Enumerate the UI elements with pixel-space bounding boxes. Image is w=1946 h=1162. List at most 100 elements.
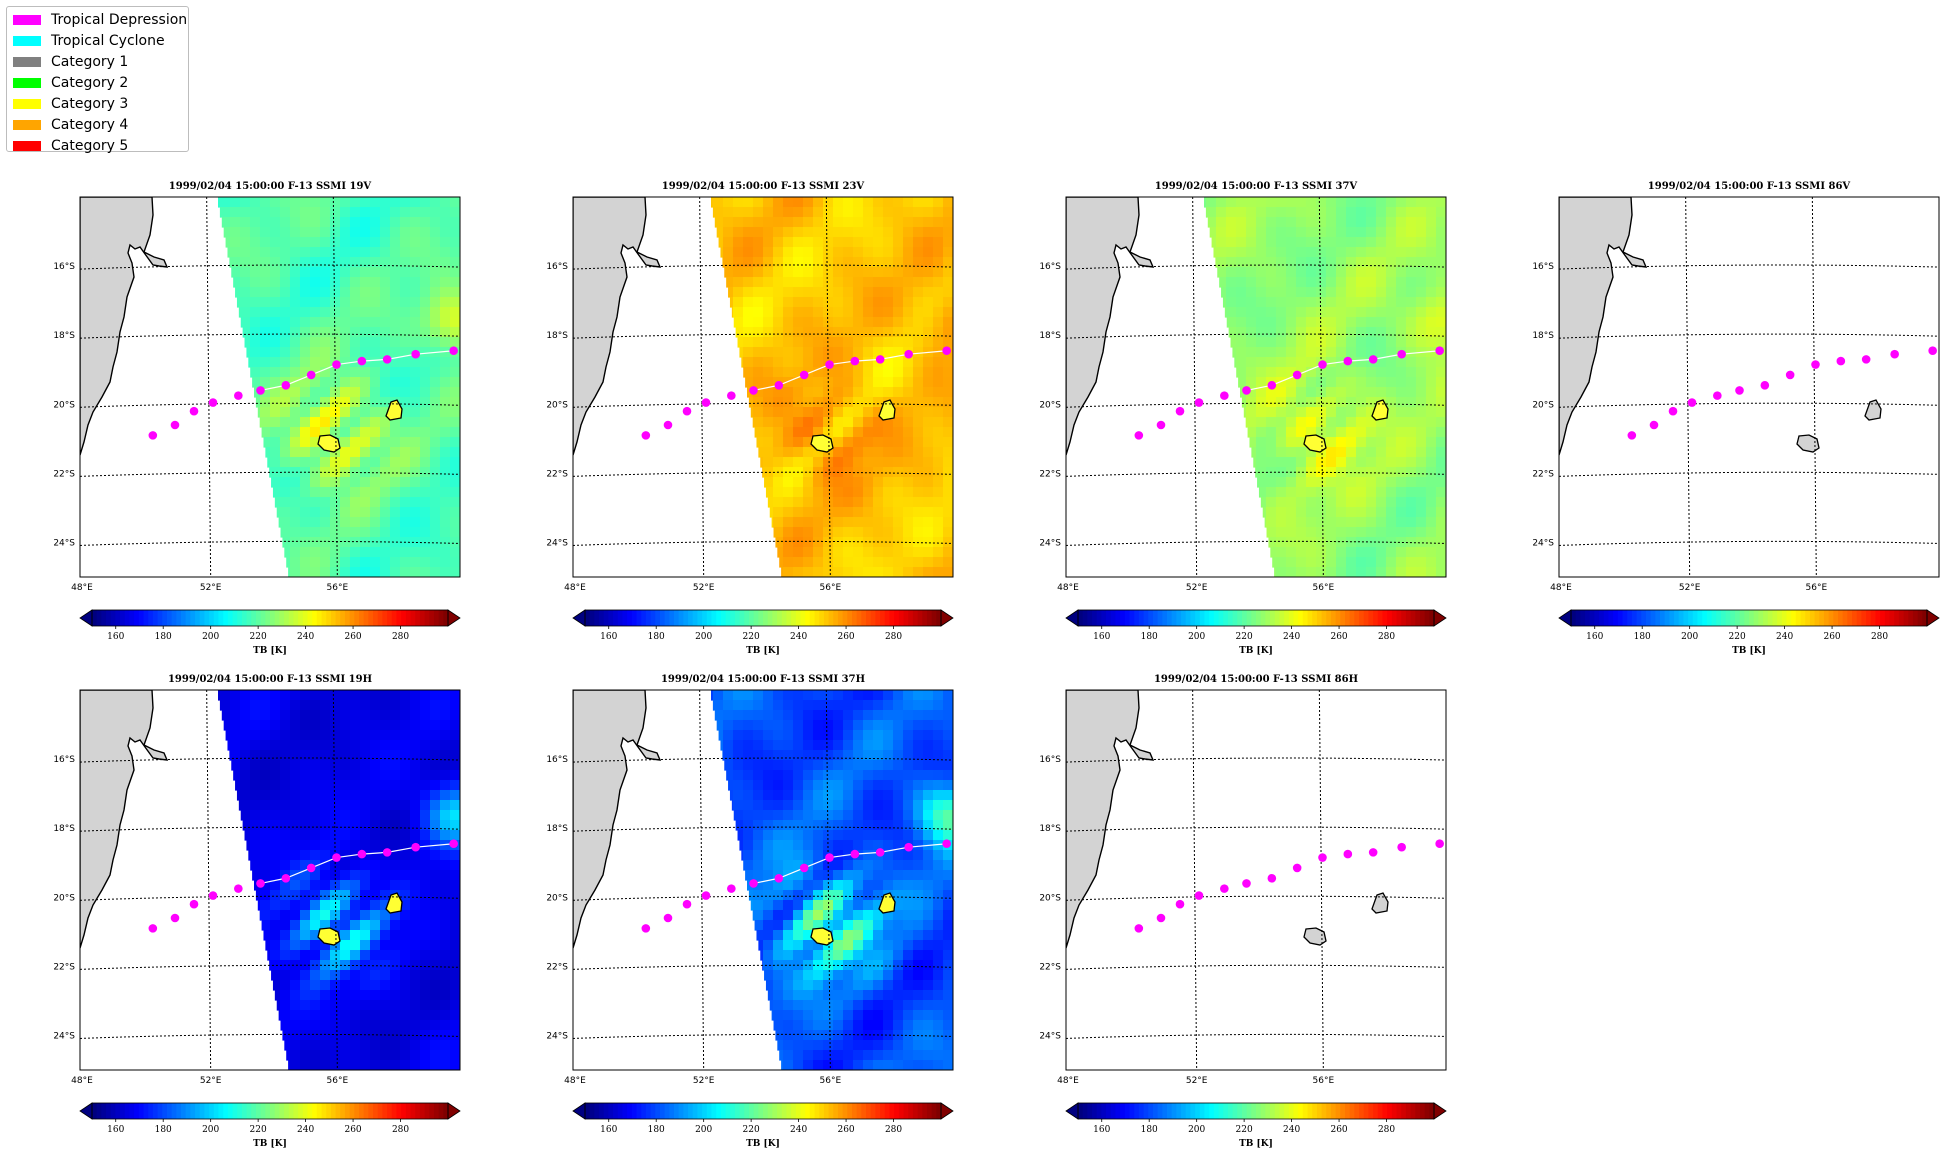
- swath-cell: [1276, 467, 1287, 478]
- swath-cell: [913, 447, 924, 458]
- swath-cell: [863, 437, 874, 448]
- parallel-line: [80, 826, 460, 832]
- swath-cell: [753, 730, 764, 741]
- swath-cell: [933, 257, 944, 268]
- swath-cell: [280, 217, 291, 228]
- swath-cell: [863, 800, 874, 811]
- swath-cell: [350, 307, 361, 318]
- graticule: [1559, 197, 1939, 577]
- swath-cell: [270, 890, 281, 901]
- swath-cell: [400, 317, 411, 328]
- swath-cell: [300, 567, 311, 577]
- swath-cell: [1346, 527, 1357, 538]
- swath-cell: [1266, 407, 1277, 418]
- track-point: [1687, 398, 1697, 407]
- swath-cell: [430, 377, 441, 388]
- colorbar-step: [1171, 1103, 1177, 1119]
- colorbar-step: [138, 610, 145, 626]
- swath-cell: [320, 237, 331, 248]
- parallel-line: [80, 895, 460, 901]
- swath-cell: [913, 760, 924, 771]
- swath-cell: [390, 337, 401, 348]
- colorbar-step: [237, 610, 243, 626]
- colorbar-tick-label: 220: [1236, 1125, 1253, 1135]
- swath-cell: [430, 527, 441, 538]
- swath-cell: [903, 1010, 914, 1021]
- swath-cell: [883, 910, 894, 921]
- swath-cell: [290, 487, 301, 498]
- swath-cell: [883, 1060, 894, 1070]
- swath-cell: [1406, 327, 1417, 338]
- colorbar-label: TB [K]: [253, 646, 287, 656]
- swath-cell: [440, 437, 451, 448]
- swath-cell: [923, 910, 934, 921]
- swath-cell: [743, 197, 754, 208]
- swath-cell: [260, 730, 271, 741]
- swath-cell: [933, 307, 944, 318]
- swath-cell: [753, 267, 764, 278]
- colorbar-tick-label: 240: [1283, 632, 1300, 642]
- swath-cell: [933, 357, 944, 368]
- swath-cell: [370, 397, 381, 408]
- colorbar-step: [622, 1103, 628, 1119]
- track-point: [449, 839, 458, 849]
- swath-cell: [943, 437, 953, 448]
- colorbar-step: [307, 1103, 313, 1119]
- swath-cell: [410, 810, 421, 821]
- swath-cell: [290, 860, 301, 871]
- swath-cell: [1234, 357, 1237, 368]
- swath-cell: [230, 207, 241, 218]
- swath-cell: [240, 247, 251, 258]
- swath-cell: [893, 557, 904, 568]
- swath-cell: [330, 507, 341, 518]
- colorbar-frame: [91, 609, 449, 627]
- swath-cell: [1246, 317, 1257, 328]
- colorbar-step: [1330, 610, 1337, 626]
- swath-cell: [1366, 207, 1377, 218]
- swath-cell: [833, 387, 844, 398]
- swath-cell: [1336, 467, 1347, 478]
- swath-cell: [310, 970, 321, 981]
- swath-cell: [370, 850, 381, 861]
- colorbar-step: [1655, 610, 1661, 626]
- swath-cell: [833, 497, 844, 508]
- swath-cell: [1296, 247, 1307, 258]
- swath-cell: [300, 750, 311, 761]
- swath-cell: [310, 257, 321, 268]
- track-point: [774, 380, 784, 390]
- swath-cell: [873, 900, 884, 911]
- swath-cell: [430, 1030, 441, 1041]
- swath-cell: [773, 890, 784, 901]
- swath-cell: [1356, 287, 1367, 298]
- swath-cell: [265, 940, 271, 951]
- swath-cell: [743, 327, 754, 338]
- swath-cell: [733, 760, 744, 771]
- colorbar-step: [1800, 610, 1806, 626]
- swath-cell: [923, 257, 934, 268]
- swath-cell: [853, 860, 864, 871]
- colorbar-step: [748, 1103, 755, 1119]
- swath-cell: [1376, 487, 1387, 498]
- swath-cell: [370, 327, 381, 338]
- swath-cell: [843, 690, 854, 701]
- swath-cell: [300, 720, 311, 731]
- swath-cell: [1376, 237, 1387, 248]
- colorbar-step: [875, 1103, 881, 1119]
- swath-cell: [1376, 387, 1387, 398]
- swath-cell: [420, 690, 431, 701]
- swath-cell: [1236, 297, 1247, 308]
- swath-cell: [410, 1050, 421, 1061]
- swath-cell: [1366, 227, 1377, 238]
- swath-cell: [1326, 227, 1337, 238]
- swath-cell: [320, 740, 331, 751]
- swath-cell: [360, 870, 371, 881]
- swath-cell: [783, 1000, 794, 1011]
- swath-cell: [773, 227, 784, 238]
- swath-cell: [430, 950, 441, 961]
- colorbar-step: [861, 1103, 867, 1119]
- swath-cell: [1256, 307, 1267, 318]
- swath-cell: [260, 750, 271, 761]
- colorbar-tick-label: 200: [1188, 632, 1205, 642]
- swath-cell: [813, 1040, 824, 1051]
- swath-cell: [783, 850, 794, 861]
